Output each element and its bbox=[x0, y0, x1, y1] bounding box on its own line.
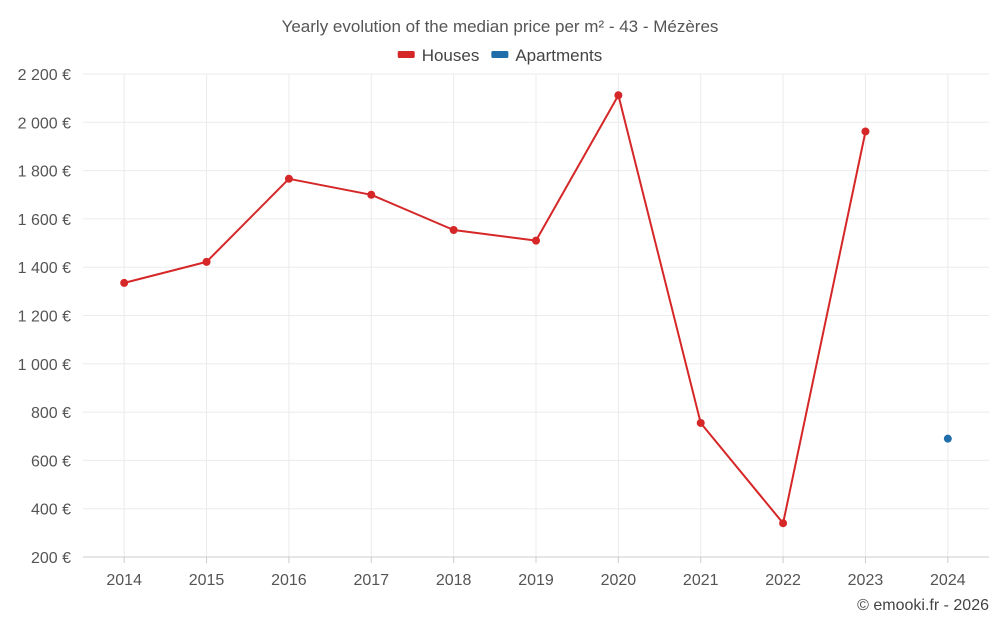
y-axis: 200 € 400 € 600 € 800 € 1 000 € 1 200 € 1 400 … bbox=[18, 67, 71, 567]
legend-swatch-houses bbox=[397, 51, 415, 58]
x-tick-label: 2017 bbox=[353, 572, 389, 589]
x-tick-label: 2023 bbox=[848, 572, 884, 589]
data-point-apartments bbox=[943, 434, 952, 443]
y-tick-label: 1 800 € bbox=[18, 164, 71, 181]
x-tick-label: 2014 bbox=[106, 572, 142, 589]
y-tick-label: 1 200 € bbox=[18, 309, 71, 326]
data-point-houses bbox=[861, 127, 870, 136]
legend-label: Apartments bbox=[515, 46, 602, 65]
x-tick-label: 2020 bbox=[601, 572, 637, 589]
plot-area bbox=[120, 91, 952, 528]
chart-title: Yearly evolution of the median price per… bbox=[282, 17, 719, 36]
y-tick-label: 400 € bbox=[31, 502, 71, 519]
y-tick-label: 1 400 € bbox=[18, 260, 71, 277]
y-tick-label: 600 € bbox=[31, 453, 71, 470]
grid bbox=[83, 73, 989, 557]
data-point-houses bbox=[696, 418, 705, 427]
x-tick-label: 2021 bbox=[683, 572, 719, 589]
data-point-houses bbox=[449, 226, 458, 235]
x-tick-label: 2022 bbox=[765, 572, 801, 589]
credit-text: © emooki.fr - 2026 bbox=[857, 597, 989, 614]
x-tick-label: 2024 bbox=[930, 572, 966, 589]
legend: Houses Apartments bbox=[397, 46, 602, 65]
x-tick-label: 2015 bbox=[189, 572, 225, 589]
x-tick-label: 2016 bbox=[271, 572, 307, 589]
x-axis: 2014 2015 2016 2017 2018 2019 2020 2021 2022 2023… bbox=[83, 556, 989, 589]
y-tick-label: 2 000 € bbox=[18, 115, 71, 132]
data-point-houses bbox=[779, 519, 788, 528]
y-tick-label: 1 600 € bbox=[18, 212, 71, 229]
y-tick-label: 1 000 € bbox=[18, 357, 71, 374]
series-line-houses bbox=[123, 94, 867, 525]
y-tick-label: 800 € bbox=[31, 405, 71, 422]
data-point-houses bbox=[284, 174, 293, 183]
x-tick-label: 2019 bbox=[518, 572, 554, 589]
data-point-houses bbox=[367, 190, 376, 199]
y-tick-label: 2 200 € bbox=[18, 67, 71, 84]
data-point-houses bbox=[614, 91, 623, 100]
y-tick-label: 200 € bbox=[31, 550, 71, 567]
legend-swatch-apartments bbox=[491, 51, 509, 58]
x-tick-label: 2018 bbox=[436, 572, 472, 589]
data-point-houses bbox=[120, 278, 129, 287]
legend-label: Houses bbox=[422, 46, 480, 65]
data-point-houses bbox=[532, 236, 540, 245]
data-point-houses bbox=[202, 257, 211, 266]
